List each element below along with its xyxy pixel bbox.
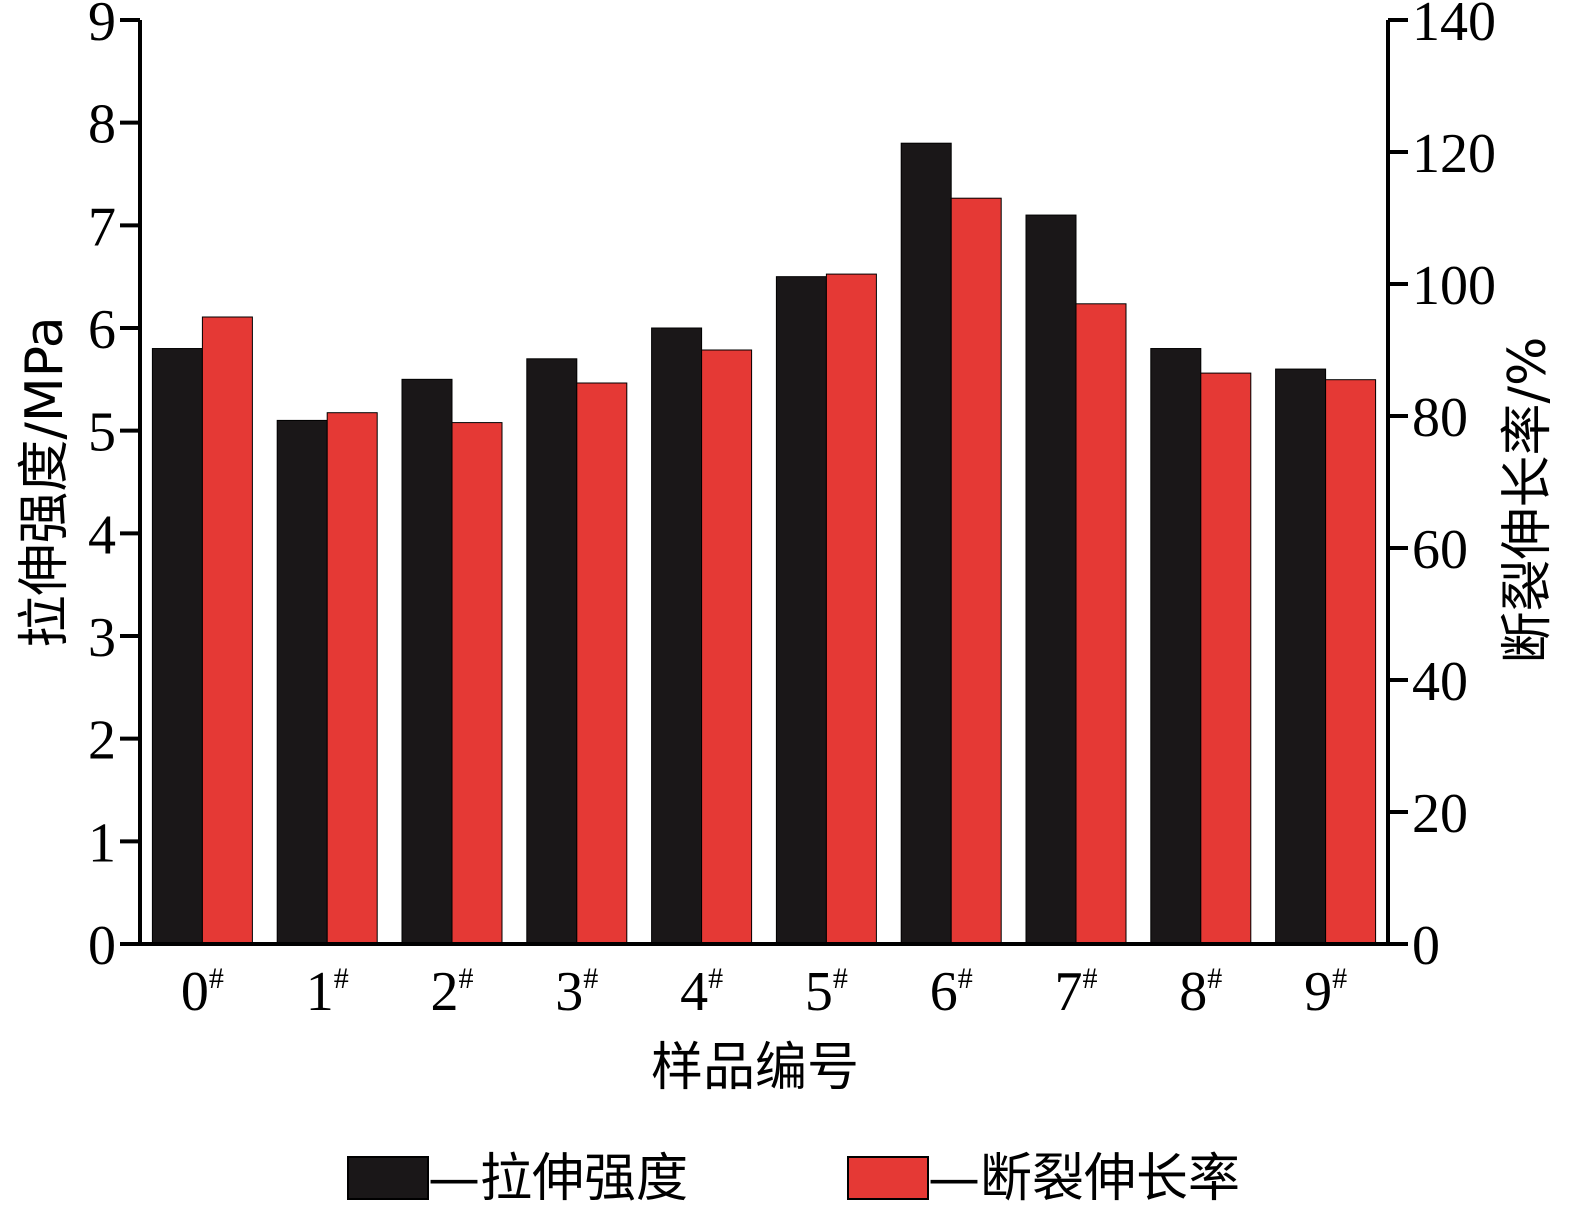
- bar-elongation-4: [701, 349, 753, 945]
- left-tick-label: 2: [88, 710, 116, 772]
- right-tick-label: 100: [1412, 255, 1496, 317]
- legend-label-tensile-strength: —拉伸强度: [428, 1149, 688, 1209]
- right-tick-label: 140: [1412, 0, 1496, 53]
- bar-tensile-strength-6: [900, 142, 952, 945]
- bar-tensile-strength-1: [276, 419, 328, 945]
- right-tick-label: 80: [1412, 387, 1468, 449]
- right-tick-label: 0: [1412, 915, 1440, 977]
- x-tick-label: 5#: [805, 961, 848, 1023]
- bar-tensile-strength-7: [1025, 214, 1077, 945]
- x-tick-label: 6#: [930, 961, 973, 1023]
- left-tick-label: 1: [88, 812, 116, 874]
- bar-elongation-9: [1325, 379, 1377, 945]
- x-tick-label: 4#: [680, 961, 723, 1023]
- bar-elongation-0: [201, 316, 253, 945]
- x-tick-label: 2#: [431, 961, 474, 1023]
- legend-swatch-elongation: [847, 1156, 929, 1200]
- bar-elongation-5: [825, 273, 877, 945]
- x-axis-title: 样品编号: [651, 1038, 859, 1098]
- x-tick-label: 1#: [306, 961, 349, 1023]
- bar-tensile-strength-3: [526, 358, 578, 945]
- left-tick-label: 3: [88, 607, 116, 669]
- bar-elongation-6: [950, 197, 1002, 945]
- bar-tensile-strength-4: [651, 327, 703, 945]
- right-tick-label: 20: [1412, 783, 1468, 845]
- x-tick-label: 8#: [1179, 961, 1222, 1023]
- bar-elongation-1: [326, 412, 378, 945]
- bar-tensile-strength-9: [1275, 368, 1327, 945]
- bar-elongation-3: [576, 382, 628, 945]
- left-tick-label: 7: [88, 196, 116, 258]
- bar-tensile-strength-8: [1150, 348, 1202, 945]
- legend-swatch-tensile-strength: [347, 1156, 429, 1200]
- right-tick-label: 120: [1412, 123, 1496, 185]
- legend-label-elongation: —断裂伸长率: [928, 1149, 1240, 1209]
- left-tick-label: 8: [88, 94, 116, 156]
- x-tick-label: 7#: [1055, 961, 1098, 1023]
- legend: —拉伸强度 —断裂伸长率: [347, 1149, 1240, 1209]
- x-tick-label: 3#: [555, 961, 598, 1023]
- bars-layer: [151, 142, 1377, 945]
- right-tick-label: 60: [1412, 519, 1468, 581]
- left-tick-label: 4: [88, 504, 116, 566]
- bar-tensile-strength-5: [775, 276, 827, 945]
- bar-tensile-strength-0: [151, 348, 203, 945]
- bar-elongation-8: [1200, 372, 1252, 945]
- bar-tensile-strength-2: [401, 378, 453, 945]
- left-tick-label: 6: [88, 299, 116, 361]
- left-tick-label: 5: [88, 402, 116, 464]
- bar-elongation-7: [1075, 303, 1127, 945]
- left-axis-title: 拉伸强度/MPa: [15, 316, 75, 647]
- bar-elongation-2: [451, 422, 503, 945]
- x-tick-label: 9#: [1304, 961, 1347, 1023]
- right-axis-title: 断裂伸长率/%: [1498, 337, 1558, 664]
- x-tick-label: 0#: [181, 961, 224, 1023]
- right-tick-label: 40: [1412, 651, 1468, 713]
- left-tick-label: 9: [88, 0, 116, 53]
- axes-layer: 0 1 2 3 4 5 6 7 8 9 0 20 40 60 80 100 120 140 0# 1# 2# 3# 4# 5#…: [88, 0, 1496, 1023]
- left-tick-label: 0: [88, 915, 116, 977]
